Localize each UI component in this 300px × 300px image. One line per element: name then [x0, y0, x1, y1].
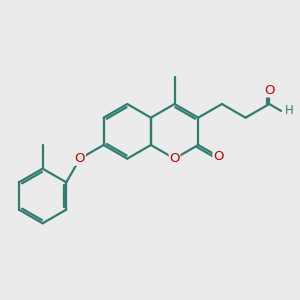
Text: O: O: [75, 152, 85, 165]
Text: O: O: [213, 150, 224, 163]
Text: O: O: [264, 84, 274, 97]
Text: O: O: [169, 152, 180, 165]
Text: H: H: [285, 104, 294, 117]
